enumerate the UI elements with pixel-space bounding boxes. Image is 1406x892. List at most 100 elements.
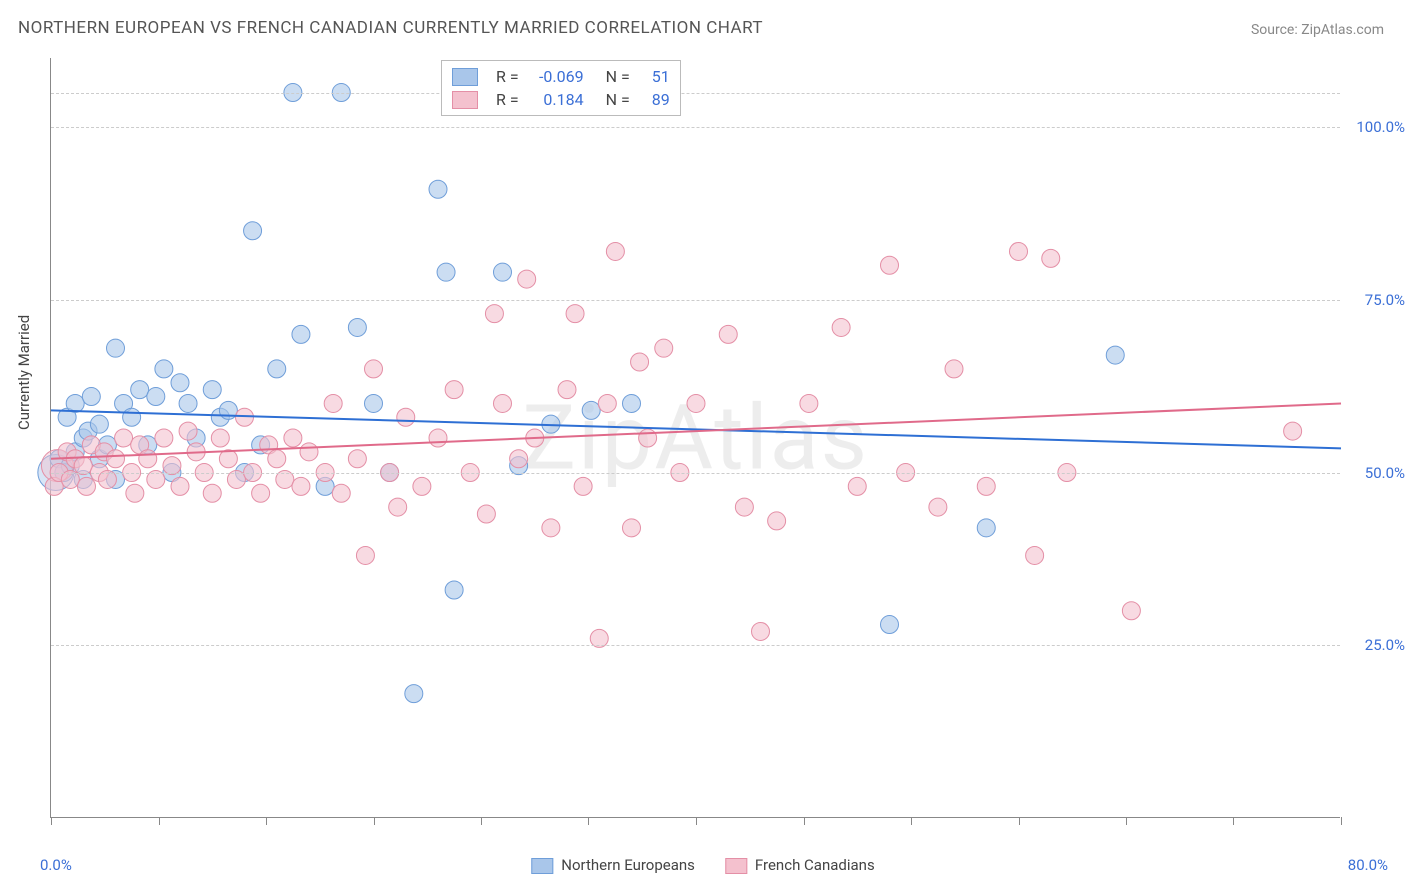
x-tick	[1126, 817, 1127, 825]
scatter-marker	[324, 394, 342, 412]
scatter-marker	[389, 498, 407, 516]
gridline	[51, 93, 1340, 94]
scatter-marker	[494, 394, 512, 412]
scatter-marker	[211, 429, 229, 447]
scatter-marker	[631, 353, 649, 371]
legend-swatch	[452, 68, 478, 86]
scatter-marker	[348, 318, 366, 336]
scatter-marker	[131, 381, 149, 399]
y-tick-label: 75.0%	[1365, 291, 1405, 309]
scatter-marker	[977, 519, 995, 537]
scatter-marker	[494, 263, 512, 281]
x-min-label: 0.0%	[40, 856, 72, 874]
stat-n-value: 89	[640, 90, 670, 109]
stat-r-value: -0.069	[529, 67, 584, 86]
scatter-marker	[332, 484, 350, 502]
y-tick-label: 25.0%	[1365, 636, 1405, 654]
scatter-marker	[219, 450, 237, 468]
gridline	[51, 300, 1340, 301]
scatter-marker	[90, 415, 108, 433]
x-tick	[51, 817, 52, 825]
scatter-marker	[82, 388, 100, 406]
scatter-marker	[445, 381, 463, 399]
scatter-marker	[477, 505, 495, 523]
scatter-marker	[155, 429, 173, 447]
x-tick	[1233, 817, 1234, 825]
scatter-marker	[542, 519, 560, 537]
scatter-marker	[429, 429, 447, 447]
x-tick	[1019, 817, 1020, 825]
scatter-marker	[179, 394, 197, 412]
scatter-marker	[147, 388, 165, 406]
legend-swatch	[531, 858, 553, 874]
stats-row: R = -0.069 N = 51	[452, 65, 670, 88]
scatter-marker	[800, 394, 818, 412]
x-tick	[804, 817, 805, 825]
scatter-marker	[115, 429, 133, 447]
scatter-marker	[171, 477, 189, 495]
scatter-marker	[397, 408, 415, 426]
scatter-marker	[413, 477, 431, 495]
y-tick-label: 100.0%	[1356, 118, 1405, 136]
scatter-marker	[365, 394, 383, 412]
stat-r-value: 0.184	[529, 90, 584, 109]
scatter-marker	[929, 498, 947, 516]
scatter-marker	[236, 408, 254, 426]
stat-n-label: N =	[606, 67, 630, 86]
x-tick	[1341, 817, 1342, 825]
x-max-label: 80.0%	[1348, 856, 1388, 874]
scatter-marker	[945, 360, 963, 378]
scatter-marker	[1042, 249, 1060, 267]
scatter-marker	[107, 339, 125, 357]
stat-r-label: R =	[496, 67, 519, 86]
scatter-marker	[155, 360, 173, 378]
scatter-marker	[171, 374, 189, 392]
source-label: Source: ZipAtlas.com	[1251, 22, 1384, 38]
scatter-marker	[268, 450, 286, 468]
scatter-marker	[252, 484, 270, 502]
scatter-marker	[1122, 602, 1140, 620]
x-tick	[911, 817, 912, 825]
scatter-marker	[203, 381, 221, 399]
legend-label: French Canadians	[755, 856, 875, 874]
legend-swatch	[452, 91, 478, 109]
chart-title: NORTHERN EUROPEAN VS FRENCH CANADIAN CUR…	[18, 18, 763, 38]
scatter-marker	[485, 305, 503, 323]
y-tick-label: 50.0%	[1365, 464, 1405, 482]
scatter-marker	[179, 422, 197, 440]
legend-item: French Canadians	[725, 856, 875, 874]
x-tick	[374, 817, 375, 825]
scatter-marker	[639, 429, 657, 447]
scatter-marker	[582, 401, 600, 419]
legend-swatch	[725, 858, 747, 874]
stat-r-label: R =	[496, 90, 519, 109]
scatter-marker	[1026, 546, 1044, 564]
scatter-marker	[768, 512, 786, 530]
scatter-marker	[437, 263, 455, 281]
scatter-marker	[292, 325, 310, 343]
scatter-marker	[977, 477, 995, 495]
chart-svg	[51, 58, 1340, 817]
stat-n-value: 51	[640, 67, 670, 86]
scatter-marker	[735, 498, 753, 516]
legend-bottom: Northern Europeans French Canadians	[531, 856, 874, 874]
scatter-marker	[510, 450, 528, 468]
scatter-marker	[606, 242, 624, 260]
scatter-marker	[139, 450, 157, 468]
x-tick	[266, 817, 267, 825]
scatter-marker	[1010, 242, 1028, 260]
scatter-marker	[429, 180, 447, 198]
scatter-marker	[574, 477, 592, 495]
stats-row: R =0.184N =89	[452, 88, 670, 111]
scatter-marker	[356, 546, 374, 564]
scatter-marker	[881, 616, 899, 634]
scatter-marker	[66, 394, 84, 412]
scatter-marker	[203, 484, 221, 502]
scatter-marker	[126, 484, 144, 502]
trend-line	[51, 410, 1341, 448]
scatter-marker	[752, 622, 770, 640]
scatter-marker	[655, 339, 673, 357]
scatter-marker	[292, 477, 310, 495]
scatter-marker	[687, 394, 705, 412]
legend-label: Northern Europeans	[561, 856, 695, 874]
